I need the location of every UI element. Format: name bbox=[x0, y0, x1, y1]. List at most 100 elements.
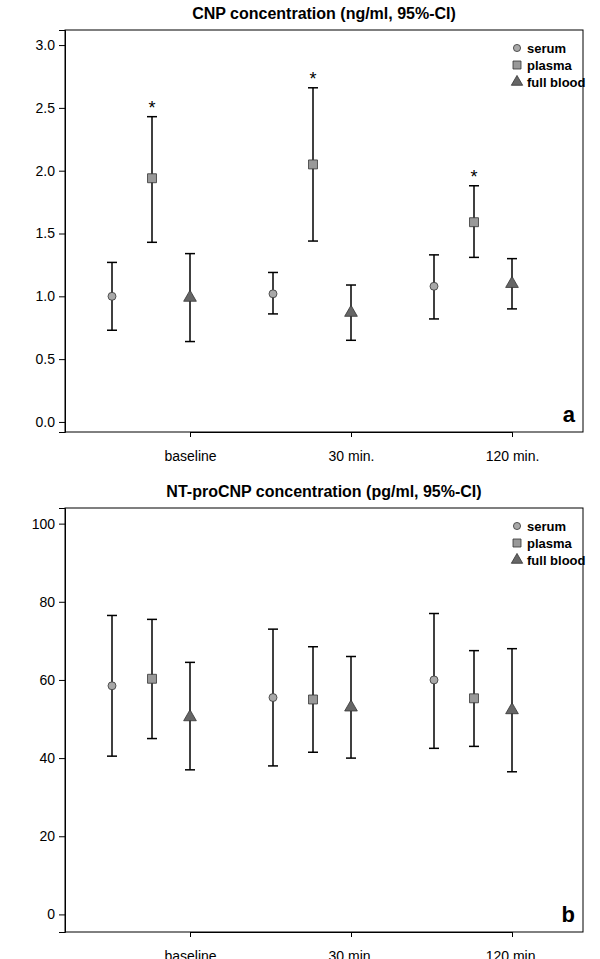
error-bar-cap bbox=[107, 755, 117, 757]
y-tick-label: 2.0 bbox=[36, 163, 56, 179]
y-tick-mark bbox=[59, 45, 65, 46]
y-tick-label: 80 bbox=[39, 594, 55, 610]
legend-marker bbox=[511, 75, 522, 85]
y-tick-mark bbox=[59, 758, 65, 759]
x-tick-label: 30 min. bbox=[329, 448, 375, 464]
error-bar-cap bbox=[507, 771, 517, 773]
panel: 0.00.51.01.52.02.53.0baseline30 min.120 … bbox=[36, 5, 586, 464]
y-tick-mark bbox=[59, 296, 65, 297]
x-tick-label: baseline bbox=[164, 448, 216, 464]
x-axis-line bbox=[191, 433, 513, 438]
x-tick: 30 min. bbox=[329, 432, 375, 464]
y-axis: 020406080100 bbox=[32, 509, 66, 933]
series bbox=[147, 619, 479, 752]
legend-label: serum bbox=[527, 41, 566, 56]
y-tick: 100 bbox=[32, 516, 65, 532]
significance-mark: * bbox=[148, 98, 155, 118]
y-tick-mark bbox=[59, 914, 65, 915]
y-tick: 40 bbox=[39, 750, 65, 766]
x-tick-mark bbox=[190, 932, 191, 937]
y-axis-line bbox=[59, 31, 66, 433]
error-bar-cap bbox=[507, 308, 517, 310]
point bbox=[430, 676, 438, 684]
point bbox=[148, 674, 157, 683]
plot-frame bbox=[65, 508, 583, 932]
x-tick-mark bbox=[190, 432, 191, 437]
error-bar-cap bbox=[308, 240, 318, 242]
error-bar-cap bbox=[429, 318, 439, 320]
x-tick-mark bbox=[512, 432, 513, 437]
error-bar-cap bbox=[268, 313, 278, 315]
x-axis: baseline30 min.120 min. bbox=[164, 432, 539, 464]
point bbox=[269, 694, 277, 702]
error-bar-cap bbox=[185, 253, 195, 255]
x-axis: baseline30 min.120 min. bbox=[164, 932, 539, 959]
point bbox=[345, 305, 358, 316]
error-bar bbox=[469, 186, 479, 258]
error-bar-cap bbox=[147, 619, 157, 621]
y-tick: 0 bbox=[47, 906, 65, 922]
legend-marker bbox=[513, 522, 520, 529]
legend-label: full blood bbox=[527, 553, 586, 568]
point bbox=[506, 703, 519, 714]
x-tick: baseline bbox=[164, 932, 216, 959]
error-bar-cap bbox=[308, 646, 318, 648]
legend-marker bbox=[513, 539, 521, 547]
point bbox=[470, 694, 479, 703]
error-bar-cap bbox=[429, 613, 439, 615]
point bbox=[470, 218, 479, 227]
series bbox=[184, 254, 519, 342]
legend-marker bbox=[513, 61, 521, 69]
y-tick-label: 60 bbox=[39, 672, 55, 688]
panel-label: b bbox=[562, 902, 575, 927]
y-tick-mark bbox=[59, 524, 65, 525]
legend: serumplasmafull blood bbox=[511, 41, 585, 90]
point bbox=[108, 292, 116, 300]
y-tick: 0.0 bbox=[36, 414, 65, 430]
error-bar-cap bbox=[469, 650, 479, 652]
marks bbox=[107, 88, 518, 342]
y-tick: 1.0 bbox=[36, 288, 65, 304]
error-bar-cap bbox=[469, 746, 479, 748]
error-bar bbox=[147, 117, 157, 243]
point bbox=[184, 710, 197, 721]
error-bar-cap bbox=[107, 329, 117, 331]
y-tick: 2.0 bbox=[36, 163, 65, 179]
y-tick-label: 0.5 bbox=[36, 351, 56, 367]
x-tick-label: 120 min. bbox=[486, 948, 540, 959]
y-tick-label: 1.5 bbox=[36, 225, 56, 241]
error-bar-cap bbox=[268, 765, 278, 767]
y-tick-label: 3.0 bbox=[36, 37, 56, 53]
error-bar bbox=[147, 619, 157, 738]
y-tick-label: 2.5 bbox=[36, 100, 56, 116]
y-tick-label: 100 bbox=[32, 516, 56, 532]
y-axis-line bbox=[59, 509, 66, 933]
error-bar-cap bbox=[147, 242, 157, 244]
chart-title: NT-proCNP concentration (pg/ml, 95%-CI) bbox=[166, 483, 481, 500]
y-tick-mark bbox=[59, 171, 65, 172]
significance-mark: * bbox=[470, 167, 477, 187]
x-tick: 120 min. bbox=[486, 932, 540, 959]
error-bar-cap bbox=[308, 751, 318, 753]
y-tick: 0.5 bbox=[36, 351, 65, 367]
point bbox=[148, 174, 157, 183]
error-bar-cap bbox=[429, 748, 439, 750]
x-tick-mark bbox=[351, 432, 352, 437]
chart-title: CNP concentration (ng/ml, 95%-CI) bbox=[192, 5, 456, 22]
point bbox=[309, 695, 318, 704]
error-bar-cap bbox=[429, 254, 439, 256]
error-bar-cap bbox=[185, 769, 195, 771]
y-tick-mark bbox=[59, 836, 65, 837]
error-bar-cap bbox=[107, 262, 117, 264]
y-tick: 80 bbox=[39, 594, 65, 610]
y-tick-label: 40 bbox=[39, 750, 55, 766]
error-bar bbox=[107, 262, 117, 330]
error-bar-cap bbox=[147, 738, 157, 740]
error-bar bbox=[107, 615, 117, 756]
panel: 020406080100baseline30 min.120 min.NT-pr… bbox=[32, 483, 586, 959]
error-bar bbox=[268, 629, 278, 766]
x-tick-label: baseline bbox=[164, 948, 216, 959]
y-tick-mark bbox=[59, 422, 65, 423]
error-bar-cap bbox=[268, 272, 278, 274]
y-tick: 60 bbox=[39, 672, 65, 688]
